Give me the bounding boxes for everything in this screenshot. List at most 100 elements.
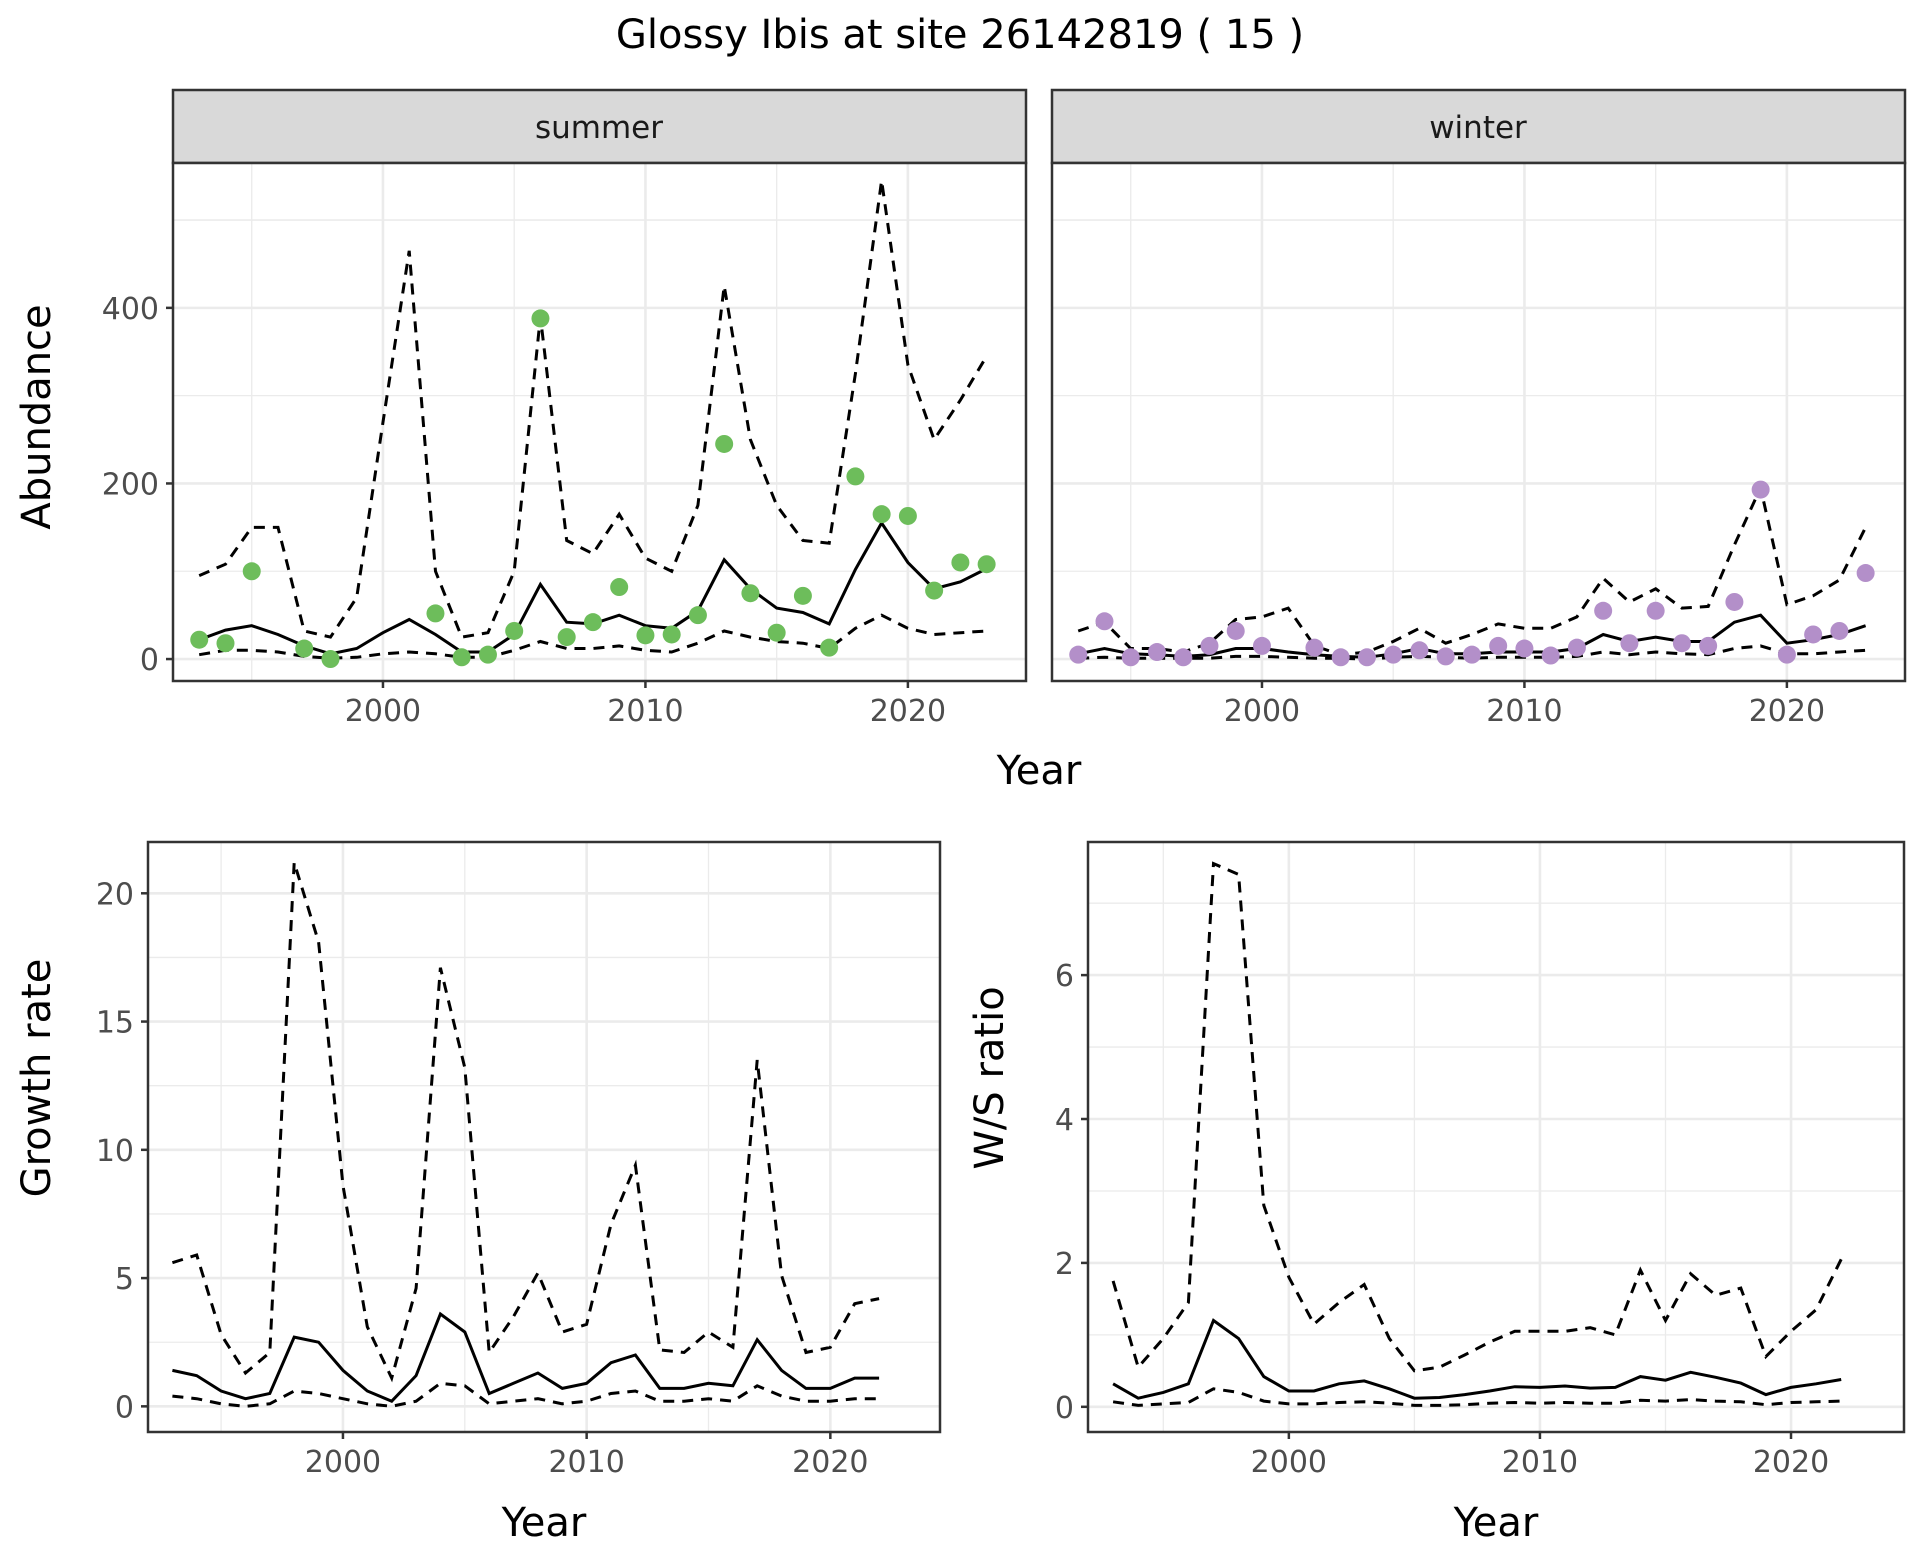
data-point-summer [898, 506, 917, 525]
data-point-summer [977, 555, 996, 574]
data-point-summer [216, 634, 235, 653]
panel-border-ratio [1086, 840, 1906, 1434]
series-lower-line-summer [198, 613, 987, 660]
x-axis-label-growth: Year [501, 1500, 587, 1546]
y-tick-label-ratio: 4 [1055, 1103, 1074, 1138]
data-point-winter [1699, 636, 1718, 655]
data-point-summer [452, 648, 471, 667]
plot-area-summer: 2000 2010 2020 0 200 400 [102, 161, 1028, 729]
data-point-winter [1226, 621, 1245, 640]
x-axis-label-top: Year [996, 748, 1082, 794]
panel-winter: winter 2000 2010 2020 [1050, 88, 1907, 729]
panel-border-winter [1050, 161, 1907, 683]
figure-title: Glossy Ibis at site 26142819 ( 15 ) [616, 12, 1304, 58]
plot-background-growth [148, 842, 940, 1432]
y-axis-label-ratio: W/S ratio [967, 986, 1013, 1169]
data-point-summer [741, 584, 760, 603]
data-point-summer [583, 613, 602, 632]
data-point-summer [505, 621, 524, 640]
data-point-winter [1567, 638, 1586, 657]
data-point-summer [846, 467, 865, 486]
data-point-summer [793, 586, 812, 605]
data-point-summer [767, 623, 786, 642]
panel-ratio: 2000 2010 2020 0 2 4 6 W/S ratio Year [967, 840, 1906, 1546]
plot-background-winter [1052, 163, 1905, 681]
data-point-summer [636, 626, 655, 645]
strip-label-summer: summer [535, 110, 663, 146]
x-tick-label-summer: 2000 [345, 694, 421, 729]
data-point-winter [1725, 592, 1744, 611]
x-tick-label-winter: 2010 [1486, 694, 1562, 729]
data-point-winter [1751, 480, 1770, 499]
data-point-winter [1515, 639, 1534, 658]
series-upper-line-ratio [1111, 861, 1843, 1373]
strip-summer [171, 88, 1028, 165]
x-axis-label-ratio: Year [1453, 1500, 1539, 1546]
y-tick-label-summer: 0 [140, 643, 159, 678]
data-point-summer [610, 578, 629, 597]
series-upper-line-summer [198, 180, 988, 639]
plot-background-ratio [1088, 842, 1904, 1432]
series-upper-line-growth [171, 862, 880, 1383]
data-point-winter [1777, 645, 1796, 664]
data-point-summer [190, 630, 209, 649]
x-tick-label-summer: 2010 [607, 694, 683, 729]
panel-border-summer [171, 161, 1028, 683]
x-tick-label-growth: 2020 [792, 1445, 868, 1480]
data-point-winter [1331, 648, 1350, 667]
data-point-winter [1594, 601, 1613, 620]
series-estimate-line-ratio [1112, 1318, 1842, 1400]
y-tick-label-growth: 5 [115, 1262, 134, 1297]
data-point-summer [426, 604, 445, 623]
data-point-winter [1489, 636, 1508, 655]
data-point-winter [1200, 636, 1219, 655]
y-tick-label-ratio: 2 [1055, 1247, 1074, 1282]
data-point-winter [1305, 638, 1324, 657]
x-tick-label-growth: 2000 [305, 1445, 381, 1480]
x-tick-label-growth: 2010 [548, 1445, 624, 1480]
data-point-summer [531, 309, 550, 328]
x-tick-label-ratio: 2020 [1753, 1445, 1829, 1480]
data-point-summer [872, 505, 891, 524]
y-tick-label-ratio: 0 [1055, 1391, 1074, 1426]
data-point-winter [1095, 612, 1114, 631]
series-lower-line-growth [172, 1381, 880, 1408]
panel-border-growth [146, 840, 942, 1434]
panel-summer: summer 2000 2010 2020 0 200 400 Abundance [14, 88, 1028, 729]
data-point-winter [1174, 648, 1193, 667]
series-estimate-line-growth [172, 1311, 880, 1403]
data-point-winter [1357, 648, 1376, 667]
data-point-winter [1830, 621, 1849, 640]
data-point-winter [1804, 625, 1823, 644]
data-point-winter [1436, 647, 1455, 666]
data-point-summer [321, 650, 340, 669]
y-tick-label-growth: 0 [115, 1390, 134, 1425]
data-point-summer [925, 581, 944, 600]
x-tick-label-summer: 2020 [870, 694, 946, 729]
data-point-winter [1672, 634, 1691, 653]
data-point-winter [1462, 645, 1481, 664]
data-point-summer [295, 639, 314, 658]
plot-area-ratio: 2000 2010 2020 0 2 4 6 [1055, 840, 1906, 1480]
y-tick-label-growth: 20 [96, 877, 134, 912]
panel-growth: 2000 2010 2020 0 5 10 15 20 Growth rate Year [14, 840, 942, 1546]
data-point-summer [662, 625, 681, 644]
data-point-summer [820, 638, 839, 657]
data-point-winter [1410, 641, 1429, 660]
plot-background-summer [173, 163, 1026, 681]
data-point-winter [1541, 646, 1560, 665]
data-point-winter [1384, 645, 1403, 664]
data-point-winter [1121, 648, 1140, 667]
y-tick-label-ratio: 6 [1055, 959, 1074, 994]
y-tick-label-growth: 15 [96, 1006, 134, 1041]
data-point-summer [242, 562, 261, 581]
data-point-winter [1646, 601, 1665, 620]
y-axis-label-summer: Abundance [14, 304, 60, 529]
data-point-winter [1252, 636, 1271, 655]
data-point-summer [557, 628, 576, 647]
x-tick-label-winter: 2000 [1224, 694, 1300, 729]
plot-area-winter: 2000 2010 2020 [1050, 161, 1907, 729]
strip-label-winter: winter [1429, 110, 1527, 146]
y-tick-label-growth: 10 [96, 1134, 134, 1169]
